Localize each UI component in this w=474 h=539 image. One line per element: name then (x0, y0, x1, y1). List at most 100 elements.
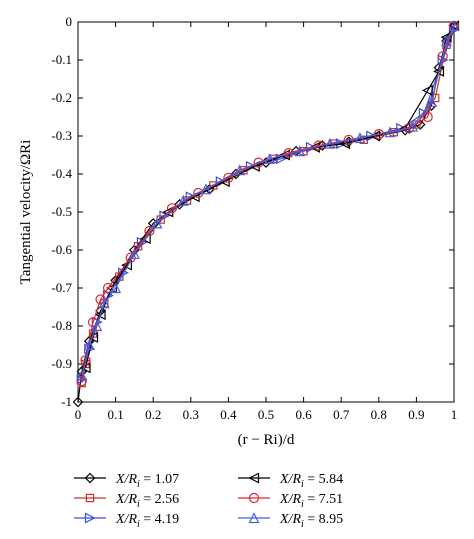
series-4 (79, 20, 460, 374)
data-point (294, 145, 306, 157)
series-line (81, 25, 455, 384)
data-point (177, 194, 189, 206)
y-axis-title: Tangential velocity/ΩRi (18, 140, 34, 285)
data-point (144, 225, 155, 237)
x-tick-label: 0.3 (183, 407, 199, 422)
legend-item: X/Ri = 7.51 (238, 492, 343, 510)
data-point (76, 376, 87, 387)
data-point (128, 247, 140, 259)
series-line (81, 25, 455, 382)
legend-label: X/Ri = 7.51 (279, 492, 343, 510)
plot-frame (77, 21, 455, 403)
legend-marker (248, 492, 260, 504)
y-tick-label: -0.9 (51, 356, 72, 371)
legend-item: X/Ri = 4.19 (74, 512, 179, 530)
legend-item: X/Ri = 5.84 (238, 472, 343, 490)
data-point (369, 130, 381, 142)
data-point (91, 320, 103, 332)
series-6 (76, 19, 460, 381)
x-tick-label: 0.9 (408, 407, 424, 422)
legend-marker (248, 472, 260, 484)
data-point (278, 149, 290, 161)
legend-marker (248, 512, 260, 524)
data-point (421, 84, 433, 96)
x-tick-label: 0.8 (371, 407, 387, 422)
y-tick-label: -0.6 (51, 242, 72, 257)
data-point (422, 111, 433, 123)
y-tick-label: -0.8 (51, 318, 72, 333)
data-point (193, 187, 204, 199)
data-point (223, 172, 234, 183)
series-3 (76, 24, 460, 385)
data-point (324, 137, 336, 149)
y-tick-label: -0.1 (51, 52, 72, 67)
x-tick-label: 0.1 (107, 407, 123, 422)
legend-label: X/Ri = 2.56 (115, 492, 179, 510)
series-1 (72, 20, 460, 408)
legend-item: X/Ri = 2.56 (74, 492, 179, 510)
legend-item: X/Ri = 1.07 (74, 472, 179, 490)
data-point (200, 183, 212, 195)
data-point (373, 129, 384, 140)
data-point (440, 31, 452, 43)
data-point (125, 252, 136, 263)
x-tick-label: 0.5 (258, 407, 274, 422)
series-line (77, 25, 455, 403)
series-line (84, 25, 455, 368)
legend-label: X/Ri = 8.95 (279, 512, 343, 530)
series-2 (77, 21, 459, 388)
legend: X/Ri = 1.07 X/Ri = 2.56 X/Ri = 4.19 X/Ri = … (74, 472, 343, 530)
data-point (437, 51, 448, 62)
y-tick-label: -1 (61, 394, 72, 409)
data-point (407, 120, 419, 132)
data-point (151, 217, 163, 229)
data-point (354, 132, 366, 143)
ticks-layer: 0 0.1 0.2 0.3 0.4 0.5 0.6 0.7 0.8 0.9 1 0 -0.1 -0.2 -0… (51, 14, 457, 422)
x-tick-label: 0.2 (145, 407, 161, 422)
x-tick-label: 1 (451, 407, 458, 422)
data-point (425, 95, 437, 107)
data-point (234, 164, 246, 176)
data-point (98, 297, 110, 309)
data-point (384, 126, 396, 138)
legend-label: X/Ri = 5.84 (279, 472, 343, 490)
y-tick-label: -0.3 (51, 128, 72, 143)
legend-item: X/Ri = 8.95 (238, 512, 343, 530)
data-point (79, 362, 91, 374)
y-tick-label: -0.4 (51, 166, 72, 181)
data-point (83, 339, 95, 351)
x-tick-label: 0.7 (333, 407, 350, 422)
x-axis-title: (r − Ri)/d (238, 432, 295, 448)
legend-marker (85, 493, 95, 503)
x-tick-label: 0.6 (295, 407, 312, 422)
data-point (80, 355, 91, 366)
data-point (72, 396, 84, 408)
data-point (253, 157, 264, 168)
data-point (448, 19, 460, 31)
data-point (166, 203, 178, 214)
x-tick-label: 0.4 (220, 407, 237, 422)
data-point (94, 309, 106, 321)
data-point (306, 141, 317, 153)
x-tick-label: 0 (75, 407, 82, 422)
data-point (159, 210, 171, 222)
data-point (396, 122, 408, 134)
legend-label: X/Ri = 1.07 (115, 472, 179, 490)
data-point (309, 141, 320, 153)
legend-marker (84, 512, 96, 524)
data-point (110, 282, 122, 294)
data-point (343, 134, 354, 145)
series-layer (72, 19, 460, 408)
series-line (81, 25, 455, 376)
data-point (102, 282, 114, 294)
data-point (441, 35, 452, 47)
data-point (76, 369, 88, 381)
y-tick-label: -0.5 (51, 204, 72, 219)
data-point (264, 152, 276, 164)
legend-marker (84, 472, 96, 484)
y-tick-label: 0 (66, 14, 73, 29)
series-5 (76, 20, 460, 387)
legend-label: X/Ri = 4.19 (115, 512, 179, 530)
